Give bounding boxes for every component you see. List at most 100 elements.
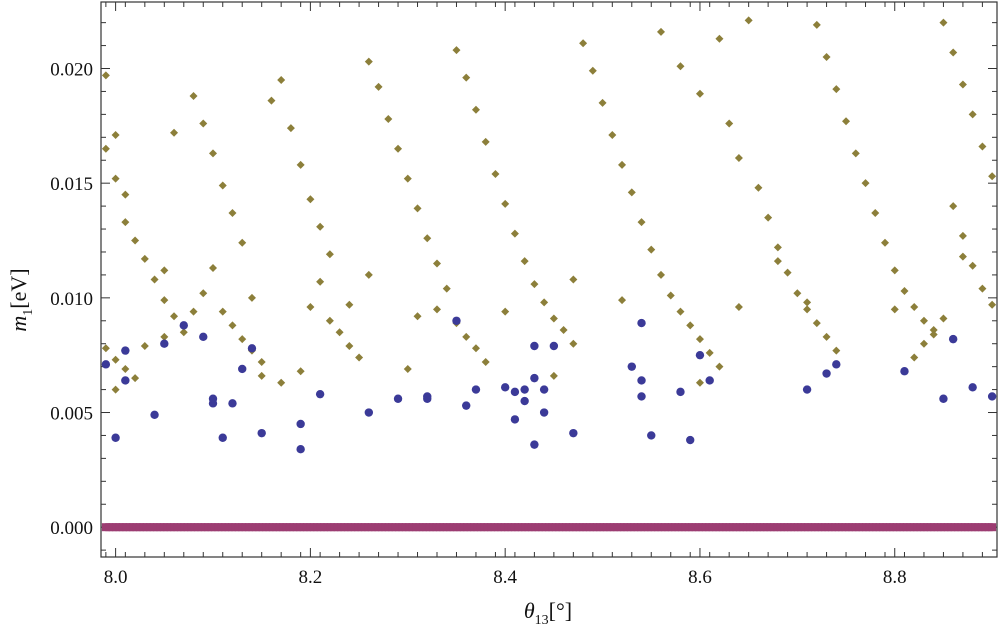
data-point — [968, 383, 977, 392]
data-point — [715, 34, 724, 43]
data-point — [481, 358, 490, 367]
data-point — [209, 264, 217, 273]
data-point — [569, 275, 578, 284]
x-axis-label-symbol: θ — [524, 598, 535, 623]
data-point — [111, 131, 120, 140]
data-point — [121, 376, 130, 385]
data-point — [618, 160, 627, 169]
data-point — [676, 307, 685, 316]
data-point — [705, 376, 714, 385]
data-point — [199, 119, 208, 128]
data-point — [939, 18, 948, 27]
data-point — [111, 385, 120, 394]
data-point — [744, 16, 753, 25]
data-point — [832, 85, 841, 94]
x-axis-label-subscript: 13 — [535, 613, 549, 628]
data-point — [160, 339, 169, 348]
data-point — [394, 144, 403, 153]
data-point — [803, 305, 812, 314]
data-point — [247, 344, 257, 353]
data-point — [238, 238, 247, 247]
data-point — [199, 332, 208, 342]
data-point — [579, 39, 588, 48]
series-diamond — [101, 16, 997, 394]
data-point — [725, 119, 734, 128]
data-point — [101, 144, 110, 153]
data-point — [101, 360, 111, 369]
series-square — [101, 523, 997, 532]
y-tick-label: 0.020 — [50, 60, 93, 81]
data-point — [364, 57, 373, 66]
data-point — [647, 245, 656, 254]
data-point — [958, 231, 967, 240]
data-point — [637, 318, 646, 328]
data-point — [238, 335, 247, 344]
y-tick-label: 0.015 — [50, 174, 93, 195]
data-point — [218, 307, 227, 316]
data-point — [170, 312, 179, 321]
data-point — [871, 208, 880, 217]
data-point — [520, 385, 529, 394]
y-tick-label: 0.005 — [50, 404, 93, 425]
data-point — [686, 321, 695, 330]
data-point — [101, 344, 110, 353]
x-axis-ticks: 8.0 8.2 8.4 8.6 8.8 — [104, 2, 983, 588]
data-point — [228, 208, 237, 217]
data-point — [666, 291, 675, 300]
y-axis-ticks: 0.000 0.005 0.010 0.015 0.020 — [50, 22, 997, 551]
data-point — [315, 389, 325, 399]
data-point — [812, 319, 821, 328]
data-point — [900, 367, 909, 376]
data-point — [890, 305, 899, 314]
data-point — [695, 378, 704, 387]
data-point — [501, 199, 510, 208]
data-point — [150, 410, 159, 420]
data-point — [218, 181, 227, 190]
data-point — [403, 364, 412, 373]
x-tick-label: 8.2 — [299, 567, 323, 588]
x-tick-label: 8.8 — [883, 567, 907, 588]
data-point — [851, 149, 860, 158]
data-point — [364, 270, 373, 279]
data-point — [384, 114, 393, 123]
data-point — [919, 339, 928, 348]
data-point — [345, 342, 354, 351]
data-point — [939, 314, 948, 323]
data-point — [783, 268, 792, 277]
data-point — [773, 257, 782, 266]
data-point — [510, 229, 519, 238]
data-point — [111, 433, 120, 442]
data-point — [569, 428, 578, 438]
data-point — [121, 346, 130, 355]
data-point — [140, 254, 149, 263]
data-point — [433, 259, 441, 268]
data-point — [179, 328, 188, 337]
data-point — [676, 62, 685, 71]
data-point — [734, 153, 743, 162]
data-point — [910, 303, 919, 312]
data-point — [549, 314, 558, 323]
data-point — [608, 131, 617, 140]
data-point — [189, 307, 198, 316]
data-point — [676, 387, 685, 397]
y-tick-label: 0.010 — [50, 289, 93, 310]
data-point — [539, 408, 549, 417]
data-point — [462, 401, 471, 410]
data-point — [374, 82, 383, 91]
data-point — [647, 431, 656, 440]
data-point — [637, 376, 646, 385]
data-point — [423, 234, 432, 243]
data-point — [238, 364, 247, 374]
data-point — [491, 170, 500, 179]
data-point — [189, 92, 198, 101]
data-point — [403, 174, 412, 183]
data-point — [822, 369, 831, 378]
y-axis-label-symbol: m — [6, 316, 31, 332]
data-point — [861, 179, 870, 188]
data-point — [393, 394, 403, 403]
data-point — [228, 321, 237, 330]
data-point — [686, 435, 695, 445]
data-point — [773, 243, 782, 252]
data-point — [627, 188, 636, 197]
